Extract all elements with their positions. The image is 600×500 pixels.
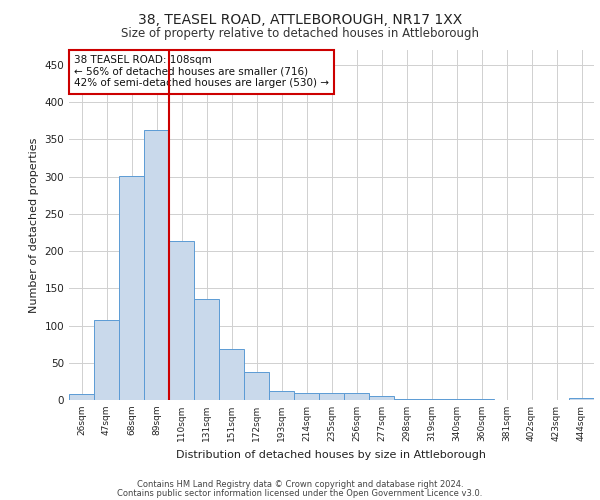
Bar <box>169 242 194 400</box>
Bar <box>144 130 169 400</box>
Bar <box>344 394 369 400</box>
Bar <box>394 398 419 400</box>
Bar <box>244 372 269 400</box>
Bar <box>269 391 294 400</box>
X-axis label: Distribution of detached houses by size in Attleborough: Distribution of detached houses by size … <box>176 450 487 460</box>
Bar <box>219 348 244 400</box>
Text: Contains HM Land Registry data © Crown copyright and database right 2024.: Contains HM Land Registry data © Crown c… <box>137 480 463 489</box>
Y-axis label: Number of detached properties: Number of detached properties <box>29 138 39 312</box>
Text: Contains public sector information licensed under the Open Government Licence v3: Contains public sector information licen… <box>118 489 482 498</box>
Bar <box>94 320 119 400</box>
Bar <box>69 394 94 400</box>
Text: Size of property relative to detached houses in Attleborough: Size of property relative to detached ho… <box>121 28 479 40</box>
Text: 38 TEASEL ROAD: 108sqm
← 56% of detached houses are smaller (716)
42% of semi-de: 38 TEASEL ROAD: 108sqm ← 56% of detached… <box>74 56 329 88</box>
Bar <box>194 298 219 400</box>
Bar <box>369 396 394 400</box>
Bar <box>319 394 344 400</box>
Bar <box>119 176 144 400</box>
Bar <box>569 398 594 400</box>
Text: 38, TEASEL ROAD, ATTLEBOROUGH, NR17 1XX: 38, TEASEL ROAD, ATTLEBOROUGH, NR17 1XX <box>138 12 462 26</box>
Bar <box>294 394 319 400</box>
